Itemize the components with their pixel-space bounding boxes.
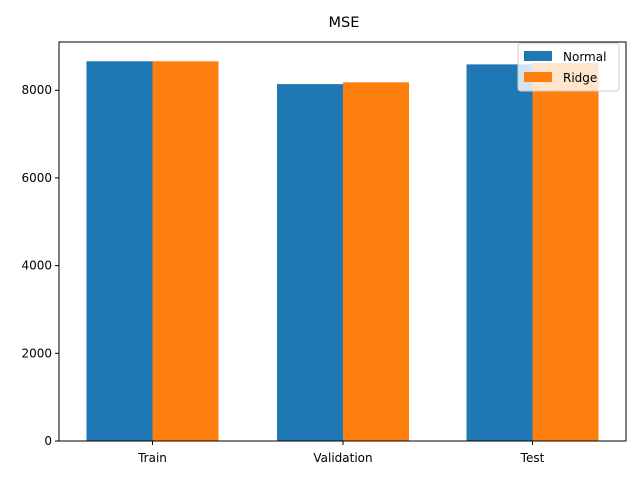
y-tick-label: 4000 [21, 259, 52, 273]
chart-title: MSE [329, 15, 360, 31]
bars-group [86, 61, 599, 442]
bar-ridge-test [532, 63, 599, 442]
legend-label-ridge: Ridge [563, 71, 597, 85]
y-tick-label: 0 [44, 434, 52, 448]
x-axis: Train Validation Test [137, 441, 545, 465]
bar-ridge-train [152, 61, 219, 442]
plot-frame [58, 41, 627, 442]
x-tick-label: Train [137, 451, 167, 465]
y-tick-label: 2000 [21, 346, 52, 360]
x-tick-label: Validation [313, 451, 372, 465]
legend-swatch-ridge [524, 72, 552, 82]
bar-normal-test [466, 64, 533, 441]
y-axis: 0 2000 4000 6000 8000 [21, 83, 59, 448]
bar-normal-validation [277, 84, 343, 441]
legend-swatch-normal [524, 51, 552, 61]
legend: Normal Ridge [517, 42, 620, 92]
x-tick-label: Test [520, 451, 545, 465]
bar-ridge-validation [343, 82, 409, 441]
y-tick-label: 8000 [21, 83, 52, 97]
legend-label-normal: Normal [563, 50, 606, 64]
y-tick-label: 6000 [21, 171, 52, 185]
bar-normal-train [86, 61, 153, 442]
